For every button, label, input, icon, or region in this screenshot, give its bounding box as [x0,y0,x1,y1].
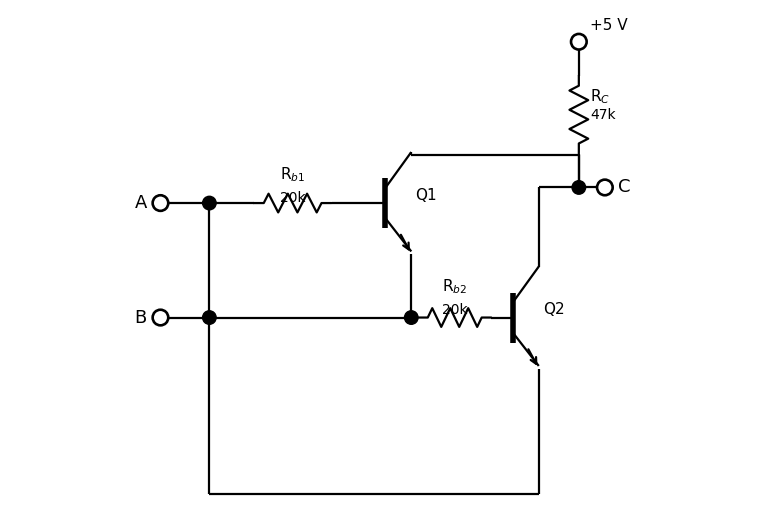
Text: +5 V: +5 V [590,18,628,32]
Circle shape [153,310,168,326]
Text: A: A [135,194,147,212]
Circle shape [405,311,418,324]
Text: Q2: Q2 [543,302,565,317]
Circle shape [203,196,216,210]
Circle shape [153,195,168,211]
Text: R$_{b1}$: R$_{b1}$ [280,165,305,184]
Text: 20k: 20k [442,303,467,317]
Text: R$_C$: R$_C$ [590,87,611,106]
Text: B: B [135,309,146,327]
Text: 20k: 20k [280,191,305,204]
Text: 47k: 47k [590,108,616,122]
Text: Q1: Q1 [416,188,437,203]
Circle shape [572,181,586,194]
Text: C: C [618,178,630,196]
Circle shape [571,34,586,49]
Text: R$_{b2}$: R$_{b2}$ [442,277,467,296]
Circle shape [203,311,216,324]
Circle shape [597,179,612,195]
